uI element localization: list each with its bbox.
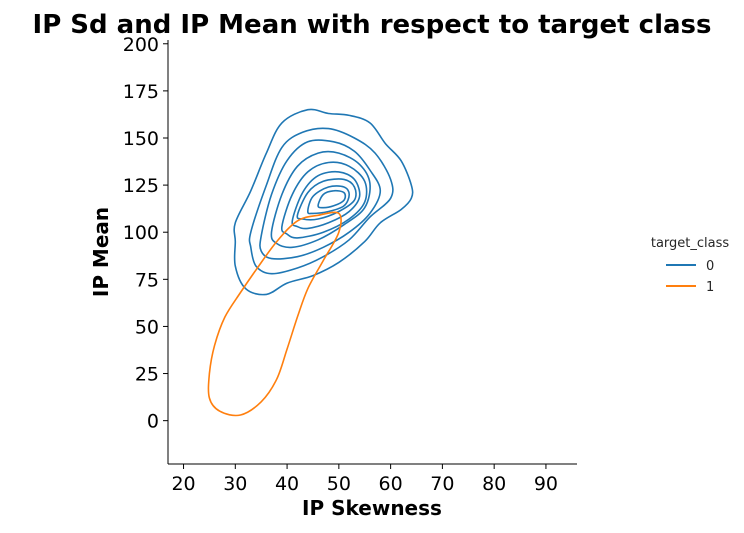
chart-title: IP Sd and IP Mean with respect to target… <box>33 10 712 40</box>
series-0-contours <box>233 108 414 296</box>
legend-label: 1 <box>706 280 714 295</box>
x-tick-label: 90 <box>534 473 558 495</box>
y-tick-label: 125 <box>123 175 159 197</box>
x-axis-label: IP Skewness <box>302 496 442 520</box>
x-tick-label: 30 <box>223 473 247 495</box>
y-tick-label: 200 <box>123 34 159 56</box>
series-0-contour-6 <box>291 170 361 230</box>
x-tick-label: 40 <box>275 473 299 495</box>
y-tick-label: 175 <box>123 81 159 103</box>
series-1-contour-1 <box>207 211 342 417</box>
series-0-contour-2 <box>248 127 394 275</box>
legend-label: 0 <box>706 259 714 274</box>
x-tick-label: 50 <box>327 473 351 495</box>
x-tick-label: 60 <box>379 473 403 495</box>
series-0-contour-7 <box>296 178 357 221</box>
legend-entry-1: 1 <box>666 280 714 295</box>
y-axis-label: IP Mean <box>89 207 113 297</box>
y-tick-label: 0 <box>147 411 159 433</box>
legend-title: target_class <box>651 236 730 251</box>
plot-area <box>207 108 414 417</box>
series-0-contour-3 <box>259 139 382 260</box>
y-tick-label: 75 <box>135 269 159 291</box>
x-tick-label: 20 <box>171 473 195 495</box>
series-1-contours <box>207 211 342 417</box>
series-0-contour-9 <box>317 189 347 209</box>
x-tick-label: 80 <box>482 473 506 495</box>
y-tick-label: 50 <box>135 316 159 338</box>
legend-entry-0: 0 <box>666 259 714 274</box>
series-0-contour-5 <box>280 161 368 239</box>
legend-entries: 01 <box>666 259 714 295</box>
y-tick-label: 100 <box>123 222 159 244</box>
y-tick-label: 150 <box>123 128 159 150</box>
series-0-contour-1 <box>233 108 414 296</box>
y-tick-label: 25 <box>135 364 159 386</box>
x-tick-label: 70 <box>430 473 454 495</box>
series-0-contour-4 <box>270 150 371 249</box>
axes: 20 30 40 50 60 70 80 90 0 25 50 75 100 125 150 175 200 <box>123 34 577 495</box>
legend: target_class 01 <box>651 236 730 295</box>
series-0-contour-8 <box>306 185 351 215</box>
